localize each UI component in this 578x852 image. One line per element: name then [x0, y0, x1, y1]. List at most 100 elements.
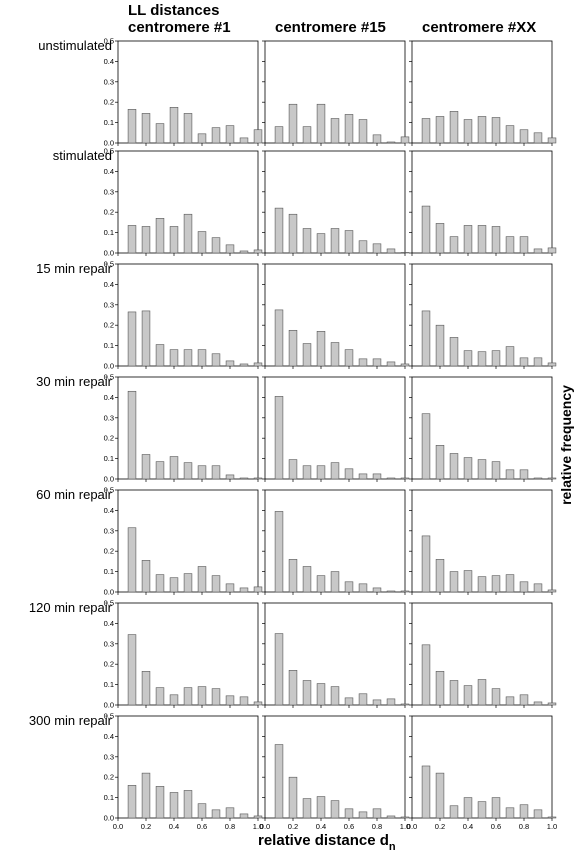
bar: [463, 457, 473, 480]
bar: [239, 477, 249, 480]
bar: [253, 586, 263, 593]
bar: [141, 671, 151, 706]
bar: [211, 353, 221, 367]
y-tick-label: 0.1: [104, 793, 114, 802]
bar: [197, 465, 207, 480]
bar: [211, 688, 221, 706]
y-tick-label: 0.1: [104, 567, 114, 576]
bar: [519, 236, 529, 254]
bar: [386, 141, 396, 144]
y-tick-label: 0.4: [104, 506, 114, 515]
bar: [253, 249, 263, 254]
bar: [155, 574, 165, 593]
bar: [547, 589, 557, 593]
bar: [274, 744, 284, 819]
bar: [344, 697, 354, 706]
y-tick-label: 0.0: [104, 701, 114, 710]
bar: [316, 465, 326, 480]
bar: [302, 343, 312, 367]
bar: [288, 776, 298, 819]
bar: [211, 465, 221, 480]
bar: [316, 233, 326, 254]
bar: [316, 575, 326, 593]
y-tick-label: 0.1: [104, 228, 114, 237]
y-tick-label: 0.4: [104, 167, 114, 176]
bar: [491, 117, 501, 144]
bar: [547, 247, 557, 254]
bar: [274, 309, 284, 367]
column-titles: centromere #1 centromere #15 centromere #X…: [128, 19, 536, 36]
panel: [262, 602, 410, 708]
bar: [288, 670, 298, 706]
bar: [302, 228, 312, 254]
panel: 0.0 0.2 0.4 0.6 0.8 1.0: [407, 715, 557, 831]
panel-frame: [411, 263, 553, 367]
y-tick-label: 0.5: [104, 712, 114, 721]
y-tick-label: 0.5: [104, 260, 114, 269]
bar: [533, 583, 543, 593]
y-tick-label: 0.3: [104, 300, 114, 309]
bar: [344, 468, 354, 480]
bar: [477, 576, 487, 593]
bar: [491, 461, 501, 480]
bar: [302, 126, 312, 144]
bar: [253, 815, 263, 819]
bar: [127, 311, 137, 367]
bar: [491, 797, 501, 819]
x-tick-label: 0.0: [407, 822, 417, 831]
panel: [409, 263, 557, 369]
bar: [505, 125, 515, 144]
bar: [288, 103, 298, 144]
bar: [491, 575, 501, 593]
bar: [358, 358, 368, 367]
y-tick-label: 0.4: [104, 732, 114, 741]
x-axis-title-subscript: n: [389, 841, 396, 852]
bar: [330, 800, 340, 819]
x-tick-label: 0.6: [344, 822, 354, 831]
y-tick-label: 0.2: [104, 547, 114, 556]
bar: [491, 688, 501, 706]
bar: [169, 107, 179, 144]
x-tick-label: 0.6: [197, 822, 207, 831]
bar: [372, 587, 382, 593]
x-tick-label: 0.2: [288, 822, 298, 831]
y-tick-label: 0.2: [104, 321, 114, 330]
bar: [155, 123, 165, 144]
bar: [330, 462, 340, 480]
bar: [449, 236, 459, 254]
row-label: 30 min repair: [36, 374, 113, 389]
bar: [211, 127, 221, 144]
bar: [330, 342, 340, 367]
bar: [386, 590, 396, 593]
x-tick-label: 1.0: [253, 822, 263, 831]
bar: [225, 360, 235, 367]
bar: [141, 772, 151, 819]
panel: 0.0 0.1 0.2 0.3 0.4 0.5: [104, 37, 263, 148]
bar: [421, 535, 431, 593]
bar: [372, 134, 382, 144]
bar: [274, 633, 284, 706]
bar: [463, 685, 473, 706]
row-label: 60 min repair: [36, 487, 113, 502]
bar: [505, 236, 515, 254]
bar: [127, 785, 137, 819]
column-title: centromere #1: [128, 19, 231, 36]
bar: [197, 231, 207, 254]
y-tick-label: 0.1: [104, 341, 114, 350]
panel: [262, 376, 410, 482]
column-title: centromere #XX: [422, 19, 536, 36]
bar: [127, 225, 137, 254]
bar: [183, 573, 193, 593]
bar: [183, 213, 193, 254]
bar: [155, 344, 165, 367]
bar: [547, 702, 557, 706]
panel: 0.0 0.1 0.2 0.3 0.4 0.5: [104, 260, 263, 371]
bar: [386, 815, 396, 819]
bar: [141, 310, 151, 367]
bar: [127, 109, 137, 144]
x-axis-title-main: relative distance d: [258, 832, 389, 849]
bar: [141, 226, 151, 254]
bar: [463, 225, 473, 254]
bar: [519, 129, 529, 144]
